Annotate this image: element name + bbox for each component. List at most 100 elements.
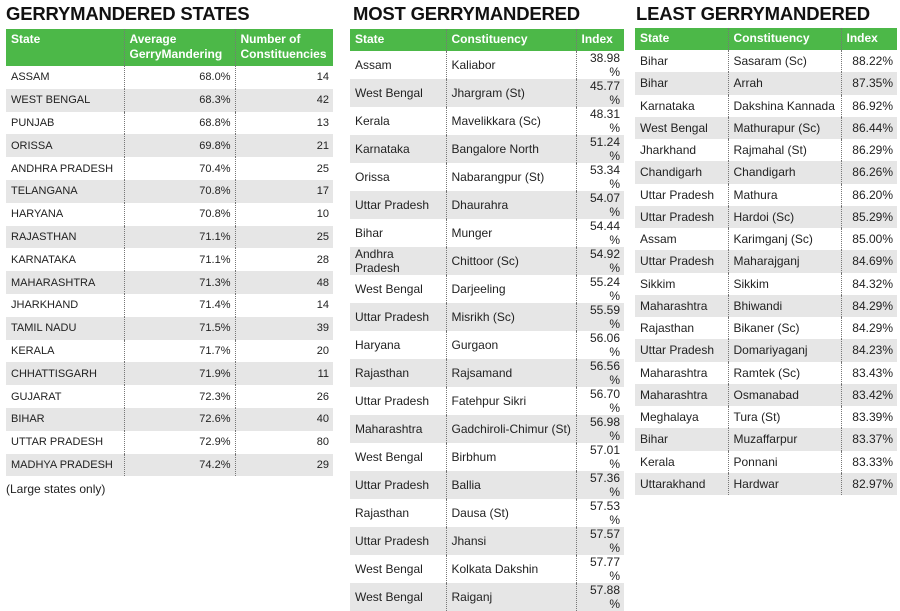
table-row: West Bengal Raiganj 57.88% — [350, 583, 624, 611]
state-cell: KERALA — [11, 344, 55, 357]
states-title: GERRYMANDERED STATES — [6, 3, 250, 24]
constituency-cell: Munger — [445, 219, 576, 247]
constituency-cell: Dausa (St) — [445, 499, 576, 527]
index-cell: 84.69% — [840, 250, 897, 273]
index-cell: 86.44% — [840, 116, 897, 139]
state-cell: Kerala — [640, 454, 675, 469]
count-cell: 80 — [234, 430, 333, 454]
state-cell: West Bengal — [350, 79, 446, 107]
index-cell: 38.98% — [575, 51, 624, 79]
table-row: Chandigarh Chandigarh 86.26% — [635, 161, 897, 184]
average-cell: 68.3% — [123, 88, 235, 112]
table-row: Kerala Mavelikkara (Sc) 48.31% — [350, 107, 624, 135]
most-title: MOST GERRYMANDERED — [353, 3, 580, 24]
table-row: Maharashtra Gadchiroli-Chimur (St) 56.98% — [350, 415, 624, 443]
least-gerrymandered-table: State Constituency Index Bihar Sasaram (Sc) 8… — [635, 28, 897, 495]
average-cell: 70.4% — [123, 157, 235, 180]
state-cell: HARYANA — [11, 208, 64, 221]
index-cell: 51.24% — [575, 135, 624, 163]
table-row: HARYANA 70.8% 10 — [6, 202, 333, 226]
table-row: Bihar Sasaram (Sc) 88.22% — [635, 50, 897, 73]
table-row: UTTAR PRADESH 72.9% 80 — [6, 430, 333, 454]
constituency-cell: Sikkim — [727, 272, 841, 295]
least-block: State Constituency Index Bihar Sasaram (Sc) 8… — [635, 28, 897, 495]
column-header: Constituency — [727, 28, 841, 50]
table-row: ANDHRA PRADESH 70.4% 25 — [6, 157, 333, 180]
index-cell: 88.22% — [840, 50, 897, 73]
column-header: Average GerryMandering — [123, 29, 235, 66]
state-cell: Uttar Pradesh — [635, 339, 728, 362]
constituency-cell: Dhaurahra — [445, 191, 576, 219]
column-header: State — [350, 29, 446, 51]
index-cell: 86.29% — [840, 139, 897, 162]
count-cell: 48 — [234, 271, 333, 294]
state-cell: Chandigarh — [635, 161, 728, 184]
state-cell: Assam — [640, 232, 677, 247]
table-row: Bihar Munger 54.44% — [350, 219, 624, 247]
constituency-cell: Gadchiroli-Chimur (St) — [445, 415, 576, 443]
count-cell: 25 — [234, 157, 333, 180]
index-cell: 83.43% — [840, 361, 897, 384]
table-row: West Bengal Jhargram (St) 45.77% — [350, 79, 624, 107]
constituency-cell: Mathura — [727, 183, 841, 206]
table-row: Uttar Pradesh Mathura 86.20% — [635, 183, 897, 206]
index-cell: 56.70% — [575, 387, 624, 415]
constituency-cell: Mavelikkara (Sc) — [445, 107, 576, 135]
table-row: Maharashtra Ramtek (Sc) 83.43% — [635, 361, 897, 384]
constituency-cell: Hardoi (Sc) — [727, 205, 841, 228]
index-cell: 83.42% — [840, 383, 897, 406]
index-cell: 57.53% — [575, 499, 624, 527]
table-row: Bihar Muzaffarpur 83.37% — [635, 428, 897, 451]
index-cell: 57.77% — [575, 555, 624, 583]
constituency-cell: Bikaner (Sc) — [727, 317, 841, 340]
table-row: MAHARASHTRA 71.3% 48 — [6, 271, 333, 294]
most-gerrymandered-table: State Constituency Index Assam Kaliabor 38.98… — [350, 29, 624, 611]
column-header: Constituency — [445, 29, 576, 51]
states-block: State Average GerryMandering Number of Con… — [6, 29, 333, 496]
average-cell: 72.3% — [123, 385, 235, 408]
state-cell: Uttarakhand — [635, 472, 728, 495]
index-cell: 85.29% — [840, 205, 897, 228]
table-row: Uttar Pradesh Maharajganj 84.69% — [635, 250, 897, 273]
table-row: Rajasthan Dausa (St) 57.53% — [350, 499, 624, 527]
constituency-cell: Sasaram (Sc) — [727, 50, 841, 73]
table-row: Uttarakhand Hardwar 82.97% — [635, 472, 897, 495]
state-cell: TAMIL NADU — [6, 316, 124, 340]
average-cell: 68.0% — [123, 66, 235, 89]
table-row: Uttar Pradesh Misrikh (Sc) 55.59% — [350, 303, 624, 331]
count-cell: 39 — [234, 316, 333, 340]
header-row: State Constituency Index — [635, 28, 897, 50]
index-cell: 54.44% — [575, 219, 624, 247]
column-header: State — [635, 28, 728, 50]
count-cell: 11 — [234, 362, 333, 386]
constituency-cell: Misrikh (Sc) — [445, 303, 576, 331]
gerrymandered-states-table: State Average GerryMandering Number of Con… — [6, 29, 333, 477]
table-row: West Bengal Mathurapur (Sc) 86.44% — [635, 116, 897, 139]
table-row: Uttar Pradesh Jhansi 57.57% — [350, 527, 624, 555]
average-cell: 74.2% — [123, 453, 235, 477]
state-cell: Haryana — [355, 338, 401, 352]
constituency-cell: Gurgaon — [445, 331, 576, 359]
state-cell: RAJASTHAN — [6, 225, 124, 249]
table-row: Uttar Pradesh Ballia 57.36% — [350, 471, 624, 499]
table-row: Uttar Pradesh Fatehpur Sikri 56.70% — [350, 387, 624, 415]
index-cell: 56.06% — [575, 331, 624, 359]
index-cell: 86.26% — [840, 161, 897, 184]
table-row: Uttar Pradesh Dhaurahra 54.07% — [350, 191, 624, 219]
constituency-cell: Nabarangpur (St) — [445, 163, 576, 191]
state-cell: Maharashtra — [635, 383, 728, 406]
average-cell: 71.4% — [123, 293, 235, 317]
constituency-cell: Osmanabad — [727, 383, 841, 406]
state-cell: Uttar Pradesh — [350, 471, 446, 499]
index-cell: 83.33% — [840, 450, 897, 473]
table-row: Bihar Arrah 87.35% — [635, 72, 897, 95]
table-row: Assam Kaliabor 38.98% — [350, 51, 624, 79]
index-cell: 82.97% — [840, 472, 897, 495]
constituency-cell: Chandigarh — [727, 161, 841, 184]
state-cell: ANDHRA PRADESH — [11, 162, 114, 175]
table-row: West Bengal Darjeeling 55.24% — [350, 275, 624, 303]
index-cell: 54.92% — [575, 247, 624, 275]
count-cell: 10 — [234, 202, 333, 226]
table-row: TELANGANA 70.8% 17 — [6, 179, 333, 203]
state-cell: Orissa — [355, 170, 390, 184]
